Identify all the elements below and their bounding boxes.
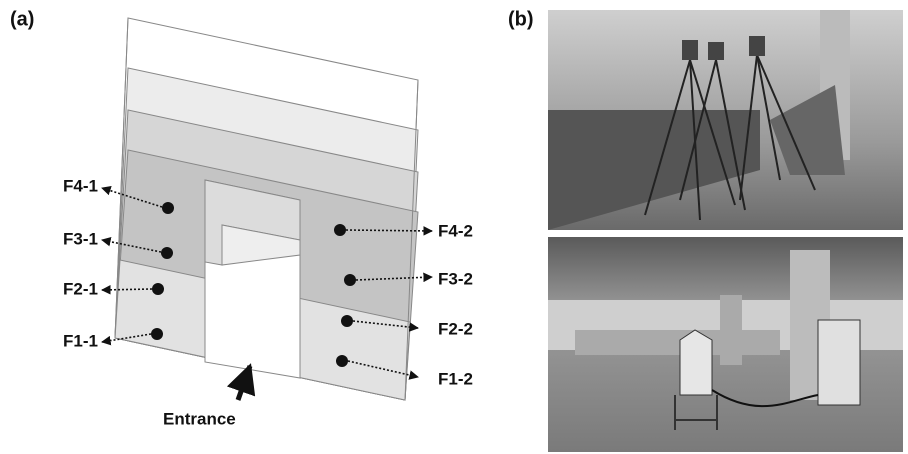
floor-label: F1-2 [438, 369, 473, 388]
floor-label: F1-1 [63, 331, 98, 350]
floor-label: F2-1 [63, 279, 98, 298]
entrance-arrow [238, 366, 250, 400]
floor-label: F3-2 [438, 269, 473, 288]
floor-label: F2-2 [438, 319, 473, 338]
floor-label: F4-1 [63, 176, 98, 195]
floor-label: F4-2 [438, 221, 473, 240]
figure: (a) F4-1 F3-1 F2-1 F1-1 F4-2 F3-2 F2-2 F… [0, 0, 908, 454]
panel-label: (a) [10, 8, 34, 30]
panel-label: (b) [508, 8, 534, 30]
entrance-label: Entrance [163, 409, 236, 428]
photo-office-floor [548, 237, 903, 452]
building [115, 18, 418, 400]
floor-label: F3-1 [63, 229, 98, 248]
photo-auditorium [548, 10, 903, 230]
